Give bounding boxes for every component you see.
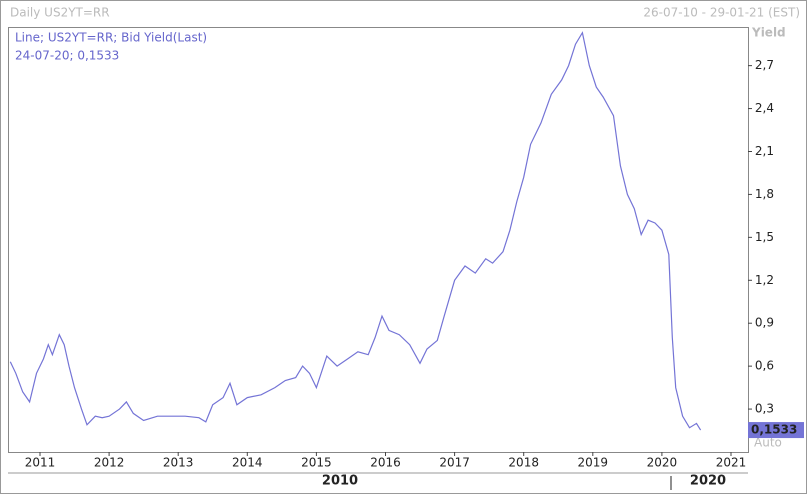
line-series — [9, 31, 702, 431]
x-tick-label: 2017 — [439, 456, 470, 470]
last-value-label: 0,1533 — [751, 423, 797, 437]
x-tick-label: 2014 — [232, 456, 263, 470]
legend-line: Line; US2YT=RR; Bid Yield(Last) — [15, 31, 207, 45]
x-tick-label: 2013 — [163, 456, 194, 470]
y-tick-label: 1,2 — [755, 273, 774, 287]
y-axis-label: Yield — [751, 26, 786, 40]
period-label: 2010 — [322, 474, 358, 489]
y-tick-label: 0,9 — [755, 316, 774, 330]
x-tick-label: 2019 — [578, 456, 609, 470]
x-tick-label: 2015 — [301, 456, 332, 470]
chart-title: Daily US2YT=RR — [10, 6, 110, 20]
x-tick-label: 2012 — [94, 456, 125, 470]
y-tick-label: 0,6 — [755, 359, 774, 373]
scale-mode: Auto — [754, 436, 782, 450]
x-tick-label: 2018 — [508, 456, 539, 470]
legend-line: 24-07-20; 0,1533 — [15, 49, 119, 63]
x-tick-label: 2016 — [370, 456, 401, 470]
y-tick-label: 2,7 — [755, 58, 774, 72]
x-tick-label: 2011 — [25, 456, 56, 470]
last-value-tag — [748, 422, 804, 439]
x-tick-label: 2020 — [647, 456, 678, 470]
plot-area — [8, 27, 749, 453]
y-tick-label: 2,1 — [755, 144, 774, 158]
date-range: 26-07-10 - 29-01-21 (EST) — [643, 6, 800, 20]
y-tick-label: 2,4 — [755, 101, 774, 115]
period-label: 2020 — [690, 474, 726, 489]
y-tick-label: 0,3 — [755, 402, 774, 416]
y-tick-label: 1,8 — [755, 187, 774, 201]
x-tick-label: 2021 — [716, 456, 747, 470]
y-tick-label: 1,5 — [755, 230, 774, 244]
